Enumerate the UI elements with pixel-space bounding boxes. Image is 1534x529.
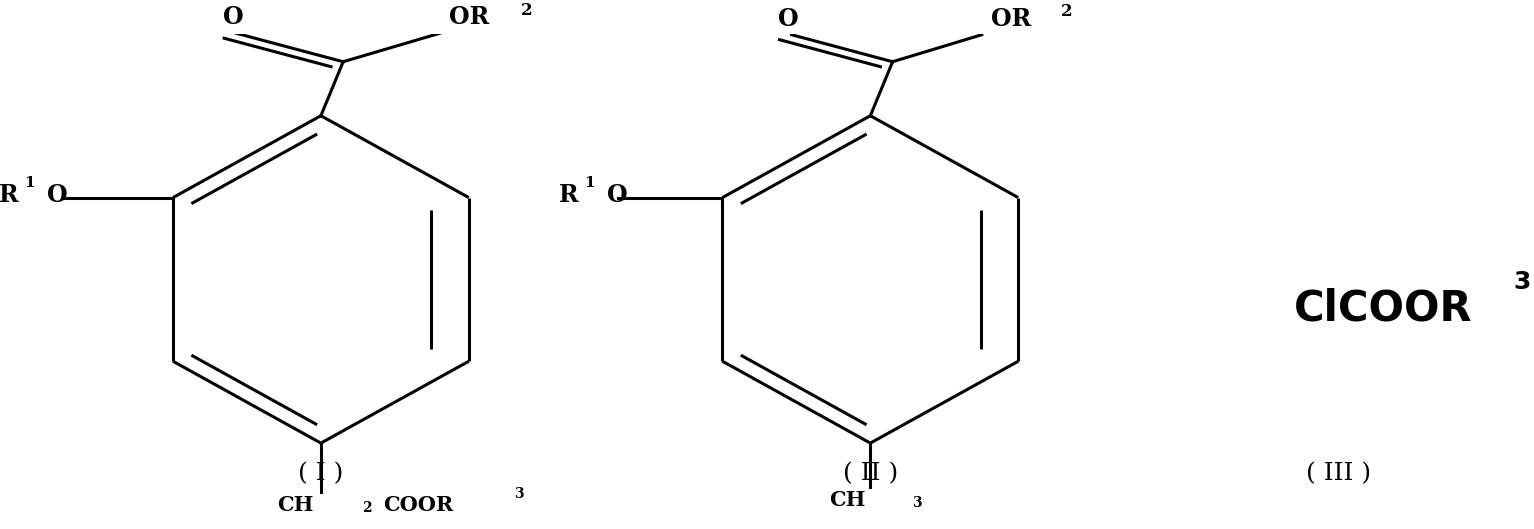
Text: 3: 3	[514, 487, 523, 501]
Text: ( II ): ( II )	[842, 462, 897, 486]
Text: 3: 3	[911, 496, 922, 510]
Text: 2: 2	[522, 2, 532, 19]
Text: CH: CH	[830, 490, 865, 510]
Text: ( III ): ( III )	[1305, 462, 1371, 486]
Text: R: R	[0, 183, 18, 207]
Text: 2: 2	[362, 501, 373, 515]
Text: ClCOOR: ClCOOR	[1293, 288, 1473, 330]
Text: R: R	[558, 183, 578, 207]
Text: 1: 1	[584, 176, 595, 190]
Text: O: O	[778, 7, 799, 31]
Text: 3: 3	[1514, 270, 1531, 294]
Text: 2: 2	[1060, 3, 1072, 20]
Text: O: O	[222, 5, 244, 29]
Text: OR: OR	[448, 5, 489, 29]
Text: OR: OR	[991, 7, 1031, 31]
Text: COOR: COOR	[384, 495, 454, 515]
Text: 1: 1	[25, 176, 35, 190]
Text: CH: CH	[278, 495, 313, 515]
Text: O: O	[606, 183, 627, 207]
Text: O: O	[46, 183, 67, 207]
Text: ( I ): ( I )	[298, 462, 344, 486]
